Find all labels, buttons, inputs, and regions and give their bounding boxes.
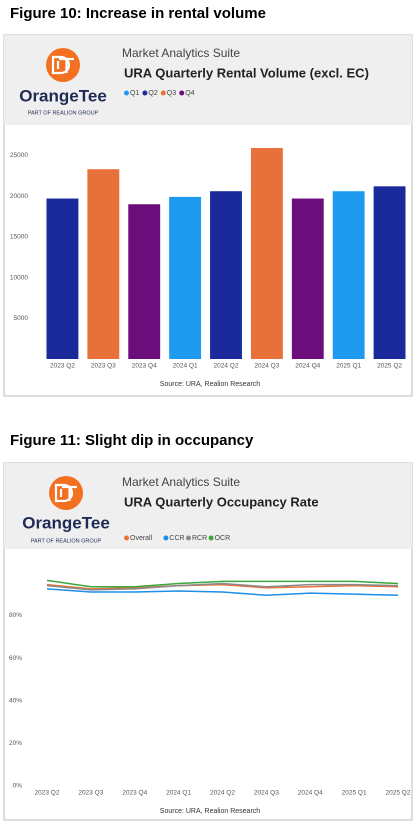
legend-label: Q1 xyxy=(130,90,139,97)
x-tick-label: 2023 Q2 xyxy=(35,790,60,797)
chart-title: URA Quarterly Occupancy Rate xyxy=(124,494,319,509)
suite: Market Analytics Suite xyxy=(122,46,240,60)
logo xyxy=(49,476,83,510)
y-tick-label: 5000 xyxy=(14,315,29,322)
x-tick-label: 2024 Q4 xyxy=(298,790,323,797)
bar xyxy=(210,191,242,359)
legend-marker xyxy=(208,535,214,541)
x-tick-label: 2025 Q2 xyxy=(377,363,402,370)
card-header xyxy=(4,35,412,125)
legend-label: Q3 xyxy=(167,90,176,97)
x-tick-label: 2025 Q2 xyxy=(386,790,411,797)
source: Source: URA, Realion Research xyxy=(160,381,260,388)
legend-marker xyxy=(160,90,166,96)
legend-label: RCR xyxy=(192,535,207,542)
y-tick-label: 20000 xyxy=(10,193,28,200)
bar xyxy=(291,198,324,359)
bar xyxy=(46,198,79,359)
brand-tagline: PART OF REALION GROUP xyxy=(28,110,99,116)
source: Source: URA, Realion Research xyxy=(160,808,260,815)
chart-title: URA Quarterly Rental Volume (excl. EC) xyxy=(124,65,369,80)
brand: OrangeTee xyxy=(19,86,107,105)
line xyxy=(46,588,399,596)
x-tick-label: 2025 Q1 xyxy=(336,363,361,370)
line xyxy=(46,582,399,591)
x-tick-label: 2024 Q3 xyxy=(254,363,279,370)
x-tick-label: 2024 Q3 xyxy=(254,790,279,797)
suite: Market Analytics Suite xyxy=(122,475,240,489)
y-tick-label: 25000 xyxy=(10,152,28,159)
legend-marker xyxy=(124,535,129,541)
brand-tagline: PART OF REALION GROUP xyxy=(31,538,102,544)
logo xyxy=(46,48,80,82)
legend-marker xyxy=(179,90,185,96)
bar xyxy=(250,148,283,359)
x-tick-label: 2024 Q4 xyxy=(295,363,320,370)
legend-label: Q2 xyxy=(148,90,157,97)
x-tick-label: 2024 Q2 xyxy=(210,790,235,797)
brand: OrangeTee xyxy=(22,513,110,532)
figure-caption: Figure 11: Slight dip in occupancy xyxy=(10,432,254,449)
figure-caption: Figure 10: Increase in rental volume xyxy=(10,5,266,22)
y-tick-label: 20% xyxy=(9,740,22,747)
legend-label: Q4 xyxy=(185,90,194,97)
bar xyxy=(87,169,120,359)
bar xyxy=(169,196,202,359)
x-tick-label: 2023 Q2 xyxy=(50,363,75,370)
y-tick-label: 80% xyxy=(9,612,22,619)
legend-marker xyxy=(186,535,191,541)
legend-marker xyxy=(163,535,169,541)
x-tick-label: 2024 Q1 xyxy=(173,363,198,370)
x-tick-label: 2023 Q3 xyxy=(91,363,116,370)
y-tick-label: 60% xyxy=(9,655,22,662)
x-tick-label: 2024 Q2 xyxy=(214,363,239,370)
legend-label: OCR xyxy=(215,535,231,542)
x-tick-label: 2023 Q3 xyxy=(78,790,103,797)
logo-mark xyxy=(54,483,77,503)
x-tick-label: 2023 Q4 xyxy=(132,363,157,370)
bar xyxy=(332,191,365,359)
y-tick-label: 10000 xyxy=(10,274,28,281)
y-tick-label: 40% xyxy=(9,697,22,704)
line xyxy=(46,583,399,590)
x-tick-label: 2023 Q4 xyxy=(122,790,147,797)
bar xyxy=(373,186,406,359)
line xyxy=(46,579,399,588)
y-tick-label: 15000 xyxy=(10,234,28,241)
y-tick-label: 0% xyxy=(13,783,23,790)
legend-label: CCR xyxy=(169,535,184,542)
legend-marker xyxy=(142,90,148,96)
x-tick-label: 2025 Q1 xyxy=(342,790,367,797)
legend-label: Overall xyxy=(130,535,153,542)
logo-mark xyxy=(51,55,74,75)
bar xyxy=(128,204,161,359)
x-tick-label: 2024 Q1 xyxy=(166,790,191,797)
legend-marker xyxy=(124,90,129,96)
